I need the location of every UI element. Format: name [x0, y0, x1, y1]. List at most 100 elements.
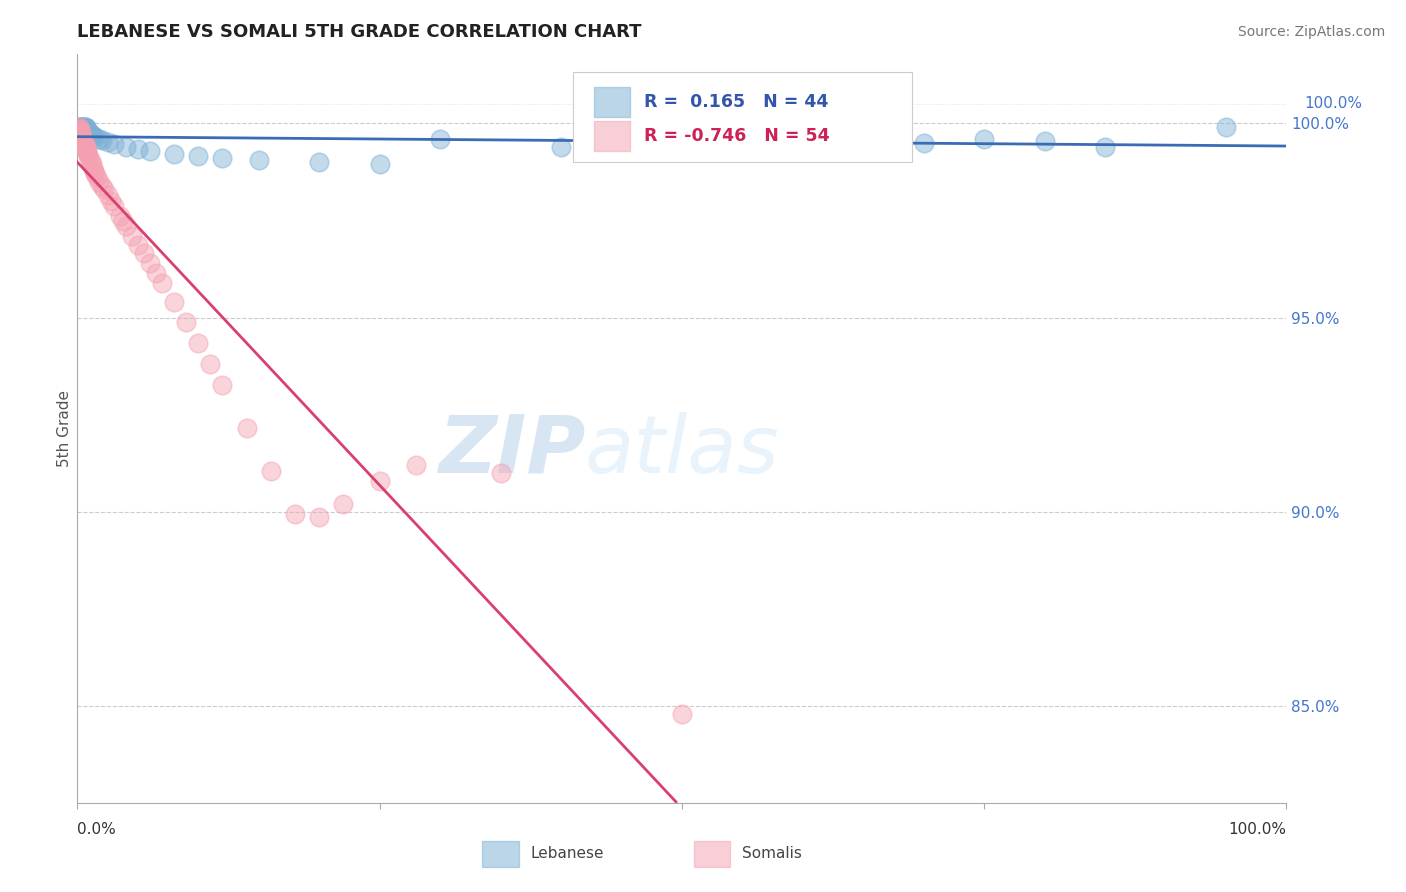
Point — [69, 124, 91, 138]
Point — [69, 122, 91, 136]
Point — [1033, 134, 1056, 148]
Point — [127, 237, 149, 252]
Point — [70, 120, 93, 135]
Point — [108, 209, 131, 223]
Point — [112, 214, 135, 228]
Point — [100, 194, 122, 208]
Point — [87, 175, 110, 189]
Point — [72, 121, 94, 136]
Point — [308, 155, 330, 169]
Point — [75, 120, 97, 135]
Point — [79, 152, 101, 166]
Point — [69, 122, 91, 136]
Point — [84, 167, 107, 181]
FancyBboxPatch shape — [695, 841, 730, 867]
Point — [70, 120, 93, 135]
Point — [75, 139, 97, 153]
Point — [260, 464, 283, 478]
Text: Lebanese: Lebanese — [531, 847, 605, 862]
Point — [73, 122, 96, 136]
Point — [187, 149, 209, 163]
Text: 100.0%: 100.0% — [1305, 96, 1362, 112]
Point — [429, 132, 451, 146]
Point — [73, 137, 96, 152]
Point — [79, 126, 101, 140]
Point — [235, 421, 257, 435]
Text: LEBANESE VS SOMALI 5TH GRADE CORRELATION CHART: LEBANESE VS SOMALI 5TH GRADE CORRELATION… — [77, 23, 641, 41]
Point — [75, 121, 97, 136]
Point — [70, 128, 93, 143]
Point — [145, 266, 167, 280]
Point — [67, 122, 90, 136]
Point — [96, 188, 118, 202]
Point — [671, 706, 693, 721]
Point — [163, 147, 186, 161]
Point — [76, 145, 98, 160]
Point — [114, 139, 136, 153]
FancyBboxPatch shape — [482, 841, 519, 867]
Point — [86, 169, 108, 184]
Point — [912, 136, 935, 150]
Point — [103, 199, 125, 213]
Point — [114, 219, 136, 234]
Point — [132, 246, 155, 260]
Point — [73, 120, 96, 135]
Point — [76, 144, 98, 158]
FancyBboxPatch shape — [593, 87, 630, 117]
Point — [77, 124, 100, 138]
Point — [72, 133, 94, 147]
Point — [72, 120, 94, 135]
Point — [77, 148, 100, 162]
Point — [72, 120, 94, 134]
Point — [75, 142, 97, 156]
Point — [90, 178, 112, 193]
FancyBboxPatch shape — [593, 121, 630, 151]
Point — [83, 163, 105, 178]
Point — [70, 132, 93, 146]
Point — [93, 182, 115, 196]
Point — [70, 122, 93, 136]
Point — [211, 152, 233, 166]
Text: Source: ZipAtlas.com: Source: ZipAtlas.com — [1237, 25, 1385, 39]
Point — [211, 378, 233, 392]
Point — [103, 136, 125, 151]
Point — [70, 121, 93, 136]
Text: Somalis: Somalis — [742, 847, 803, 862]
Point — [72, 135, 94, 149]
Point — [73, 121, 96, 136]
Text: atlas: atlas — [585, 411, 780, 490]
Point — [80, 157, 103, 171]
Point — [163, 295, 186, 310]
Text: 0.0%: 0.0% — [77, 822, 117, 838]
Point — [139, 256, 162, 270]
Point — [139, 144, 162, 158]
Text: ZIP: ZIP — [437, 411, 585, 490]
Point — [200, 357, 222, 371]
Point — [87, 132, 110, 146]
Point — [70, 126, 93, 140]
Point — [1094, 139, 1116, 153]
Point — [174, 315, 197, 329]
Point — [67, 120, 90, 135]
Point — [308, 510, 330, 524]
Y-axis label: 5th Grade: 5th Grade — [56, 390, 72, 467]
Point — [90, 133, 112, 147]
Point — [70, 128, 93, 142]
Point — [69, 120, 91, 134]
Point — [368, 474, 391, 488]
Text: R = -0.746   N = 54: R = -0.746 N = 54 — [644, 127, 830, 145]
Point — [150, 276, 173, 290]
Point — [67, 120, 90, 135]
Point — [127, 142, 149, 156]
Point — [247, 153, 270, 168]
Point — [76, 122, 98, 136]
Point — [671, 128, 693, 142]
Point — [973, 132, 995, 146]
Point — [187, 335, 209, 350]
FancyBboxPatch shape — [574, 72, 911, 162]
Point — [550, 139, 572, 153]
Point — [284, 507, 307, 521]
Point — [489, 466, 512, 480]
Point — [79, 154, 101, 169]
Point — [368, 157, 391, 171]
